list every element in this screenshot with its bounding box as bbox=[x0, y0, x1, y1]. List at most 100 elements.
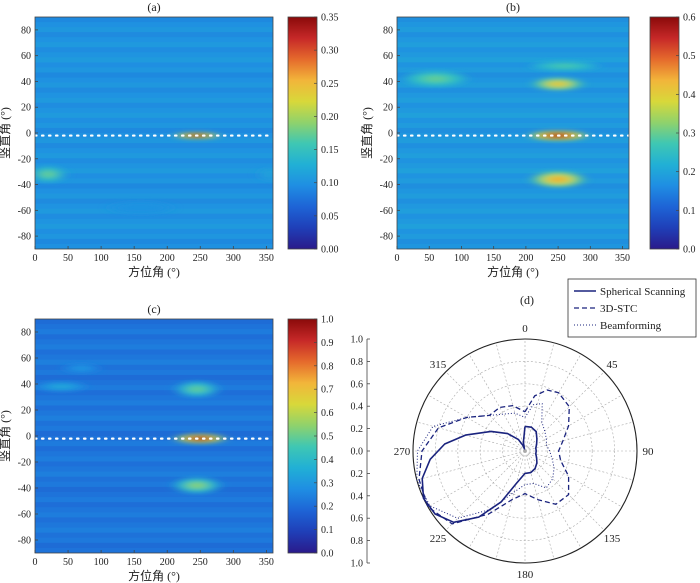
heatmap-stripe bbox=[35, 456, 273, 462]
heatmap-stripe bbox=[35, 507, 273, 513]
polar-grid-spoke bbox=[416, 450, 526, 481]
legend-label-beamforming: Beamforming bbox=[600, 320, 662, 332]
heatmap-stripe bbox=[35, 72, 273, 79]
legend-label-spherical: Spherical Scanning bbox=[600, 286, 686, 298]
heatmap-stripe bbox=[35, 502, 273, 508]
heatmap-stripe bbox=[35, 497, 273, 503]
polar-r-tick-label: 0.8 bbox=[351, 536, 364, 547]
colorbar-tick-label: 0.1 bbox=[321, 525, 334, 536]
heatmap-peak-a-1 bbox=[43, 171, 54, 177]
heatmap-stripe bbox=[35, 410, 273, 417]
heatmap-stripe bbox=[397, 72, 629, 79]
polar-grid-spoke bbox=[524, 342, 555, 452]
polar-r-tick-label: 0.6 bbox=[351, 514, 364, 525]
x-tick-label: 300 bbox=[226, 557, 241, 568]
heatmap-panel-a: (a) 竖直角 (°) 方位角 (°) 0 50 100 150 200 250 300 35… bbox=[0, 0, 339, 279]
y-tick-label: 20 bbox=[383, 103, 393, 114]
heatmap-stripe bbox=[35, 364, 273, 371]
polar-grid-spoke bbox=[445, 371, 526, 452]
heatmap-stripe bbox=[35, 213, 273, 220]
x-tick-label: 100 bbox=[94, 253, 109, 264]
heatmap-peak-a-3 bbox=[266, 172, 273, 177]
heatmap-stripe bbox=[35, 188, 273, 195]
heatmap-stripe bbox=[397, 173, 629, 179]
heatmap-stripe bbox=[35, 532, 273, 539]
x-tick-label: 150 bbox=[486, 253, 501, 264]
y-tick-label: -60 bbox=[18, 206, 31, 217]
colorbar-tick-label: 0.15 bbox=[321, 145, 339, 156]
heatmap-stripes-a bbox=[35, 17, 273, 249]
heatmap-stripe bbox=[35, 153, 273, 159]
heatmap-stripe bbox=[35, 77, 273, 84]
polar-angle-label: 90 bbox=[643, 446, 655, 458]
heatmap-stripe bbox=[35, 22, 273, 28]
heatmap-stripe bbox=[35, 223, 273, 230]
x-tick-label: 250 bbox=[193, 557, 208, 568]
heatmap-stripe bbox=[35, 369, 273, 376]
heatmap-stripe bbox=[397, 168, 629, 174]
y-tick-label: 0 bbox=[26, 432, 31, 443]
polar-grid-ring bbox=[457, 383, 593, 519]
y-tick-label: -80 bbox=[380, 232, 393, 243]
colorbar-c bbox=[287, 318, 318, 554]
heatmap-stripe bbox=[35, 400, 273, 406]
polar-angle-label: 45 bbox=[606, 359, 618, 371]
polar-r-tick-label: 1.0 bbox=[351, 559, 364, 570]
heatmap-stripe bbox=[35, 395, 273, 401]
heatmap-stripe bbox=[397, 77, 629, 84]
heatmap-stripe bbox=[35, 380, 273, 386]
heatmap-stripe bbox=[397, 107, 629, 114]
heatmap-stripe bbox=[397, 122, 629, 129]
polar-angle-label: 225 bbox=[430, 533, 447, 545]
panel-a-ylabel: 竖直角 (°) bbox=[0, 107, 12, 159]
heatmap-stripe bbox=[397, 47, 629, 53]
heatmap-stripe bbox=[35, 486, 273, 493]
heatmap-stripe bbox=[35, 218, 273, 225]
heatmap-background-b bbox=[397, 17, 629, 249]
heatmap-stripe bbox=[35, 359, 273, 366]
x-tick-label: 150 bbox=[127, 557, 142, 568]
heatmap-stripe bbox=[397, 238, 629, 245]
polar-grid-spoke bbox=[524, 450, 555, 560]
polar-grid-spoke bbox=[427, 394, 526, 452]
x-tick-label: 350 bbox=[615, 253, 630, 264]
heatmap-stripe bbox=[35, 57, 273, 63]
heatmap-stripe bbox=[35, 107, 273, 114]
panel-c-ylabel: 竖直角 (°) bbox=[0, 410, 12, 462]
heatmap-stripe bbox=[35, 52, 273, 58]
x-tick-label: 300 bbox=[583, 253, 598, 264]
heatmap-stripe bbox=[35, 97, 273, 104]
heatmap-plot-area-a bbox=[35, 17, 273, 249]
colorbar-tick-label: 0.20 bbox=[321, 112, 339, 123]
colorbar-tick-label: 0.0 bbox=[683, 245, 696, 256]
heatmap-stripe bbox=[397, 32, 629, 38]
colorbar-tick-label: 0.2 bbox=[683, 167, 696, 178]
polar-grid-spoke bbox=[524, 421, 634, 452]
y-tick-label: -60 bbox=[380, 206, 393, 217]
heatmap-stripe bbox=[35, 173, 273, 179]
heatmap-peak-b-4 bbox=[553, 64, 576, 68]
heatmap-stripe bbox=[35, 143, 273, 149]
heatmap-stripe bbox=[397, 22, 629, 28]
heatmap-stripe bbox=[35, 471, 273, 478]
polar-r-tick-label: 0.0 bbox=[351, 447, 364, 458]
heatmap-stripe bbox=[35, 138, 273, 144]
colorbar-tick-label: 0.00 bbox=[321, 245, 339, 256]
heatmap-stripe bbox=[397, 117, 629, 124]
heatmap-stripe bbox=[35, 198, 273, 205]
heatmap-stripe bbox=[397, 198, 629, 205]
heatmap-stripe bbox=[35, 547, 273, 553]
heatmap-stripe bbox=[35, 122, 273, 129]
y-tick-label: -40 bbox=[380, 180, 393, 191]
heatmap-stripe bbox=[35, 491, 273, 498]
y-tick-label: 80 bbox=[21, 25, 31, 36]
heatmap-stripe bbox=[35, 451, 273, 457]
colorbar-tick-label: 0.25 bbox=[321, 79, 339, 90]
heatmap-stripe bbox=[397, 148, 629, 154]
heatmap-stripe bbox=[35, 374, 273, 381]
heatmap-stripe bbox=[35, 522, 273, 529]
heatmap-stripe bbox=[35, 344, 273, 351]
panel-b-title: (b) bbox=[506, 0, 520, 14]
polar-grid-spoke bbox=[495, 342, 526, 452]
colorbar-tick-label: 0.8 bbox=[321, 361, 334, 372]
